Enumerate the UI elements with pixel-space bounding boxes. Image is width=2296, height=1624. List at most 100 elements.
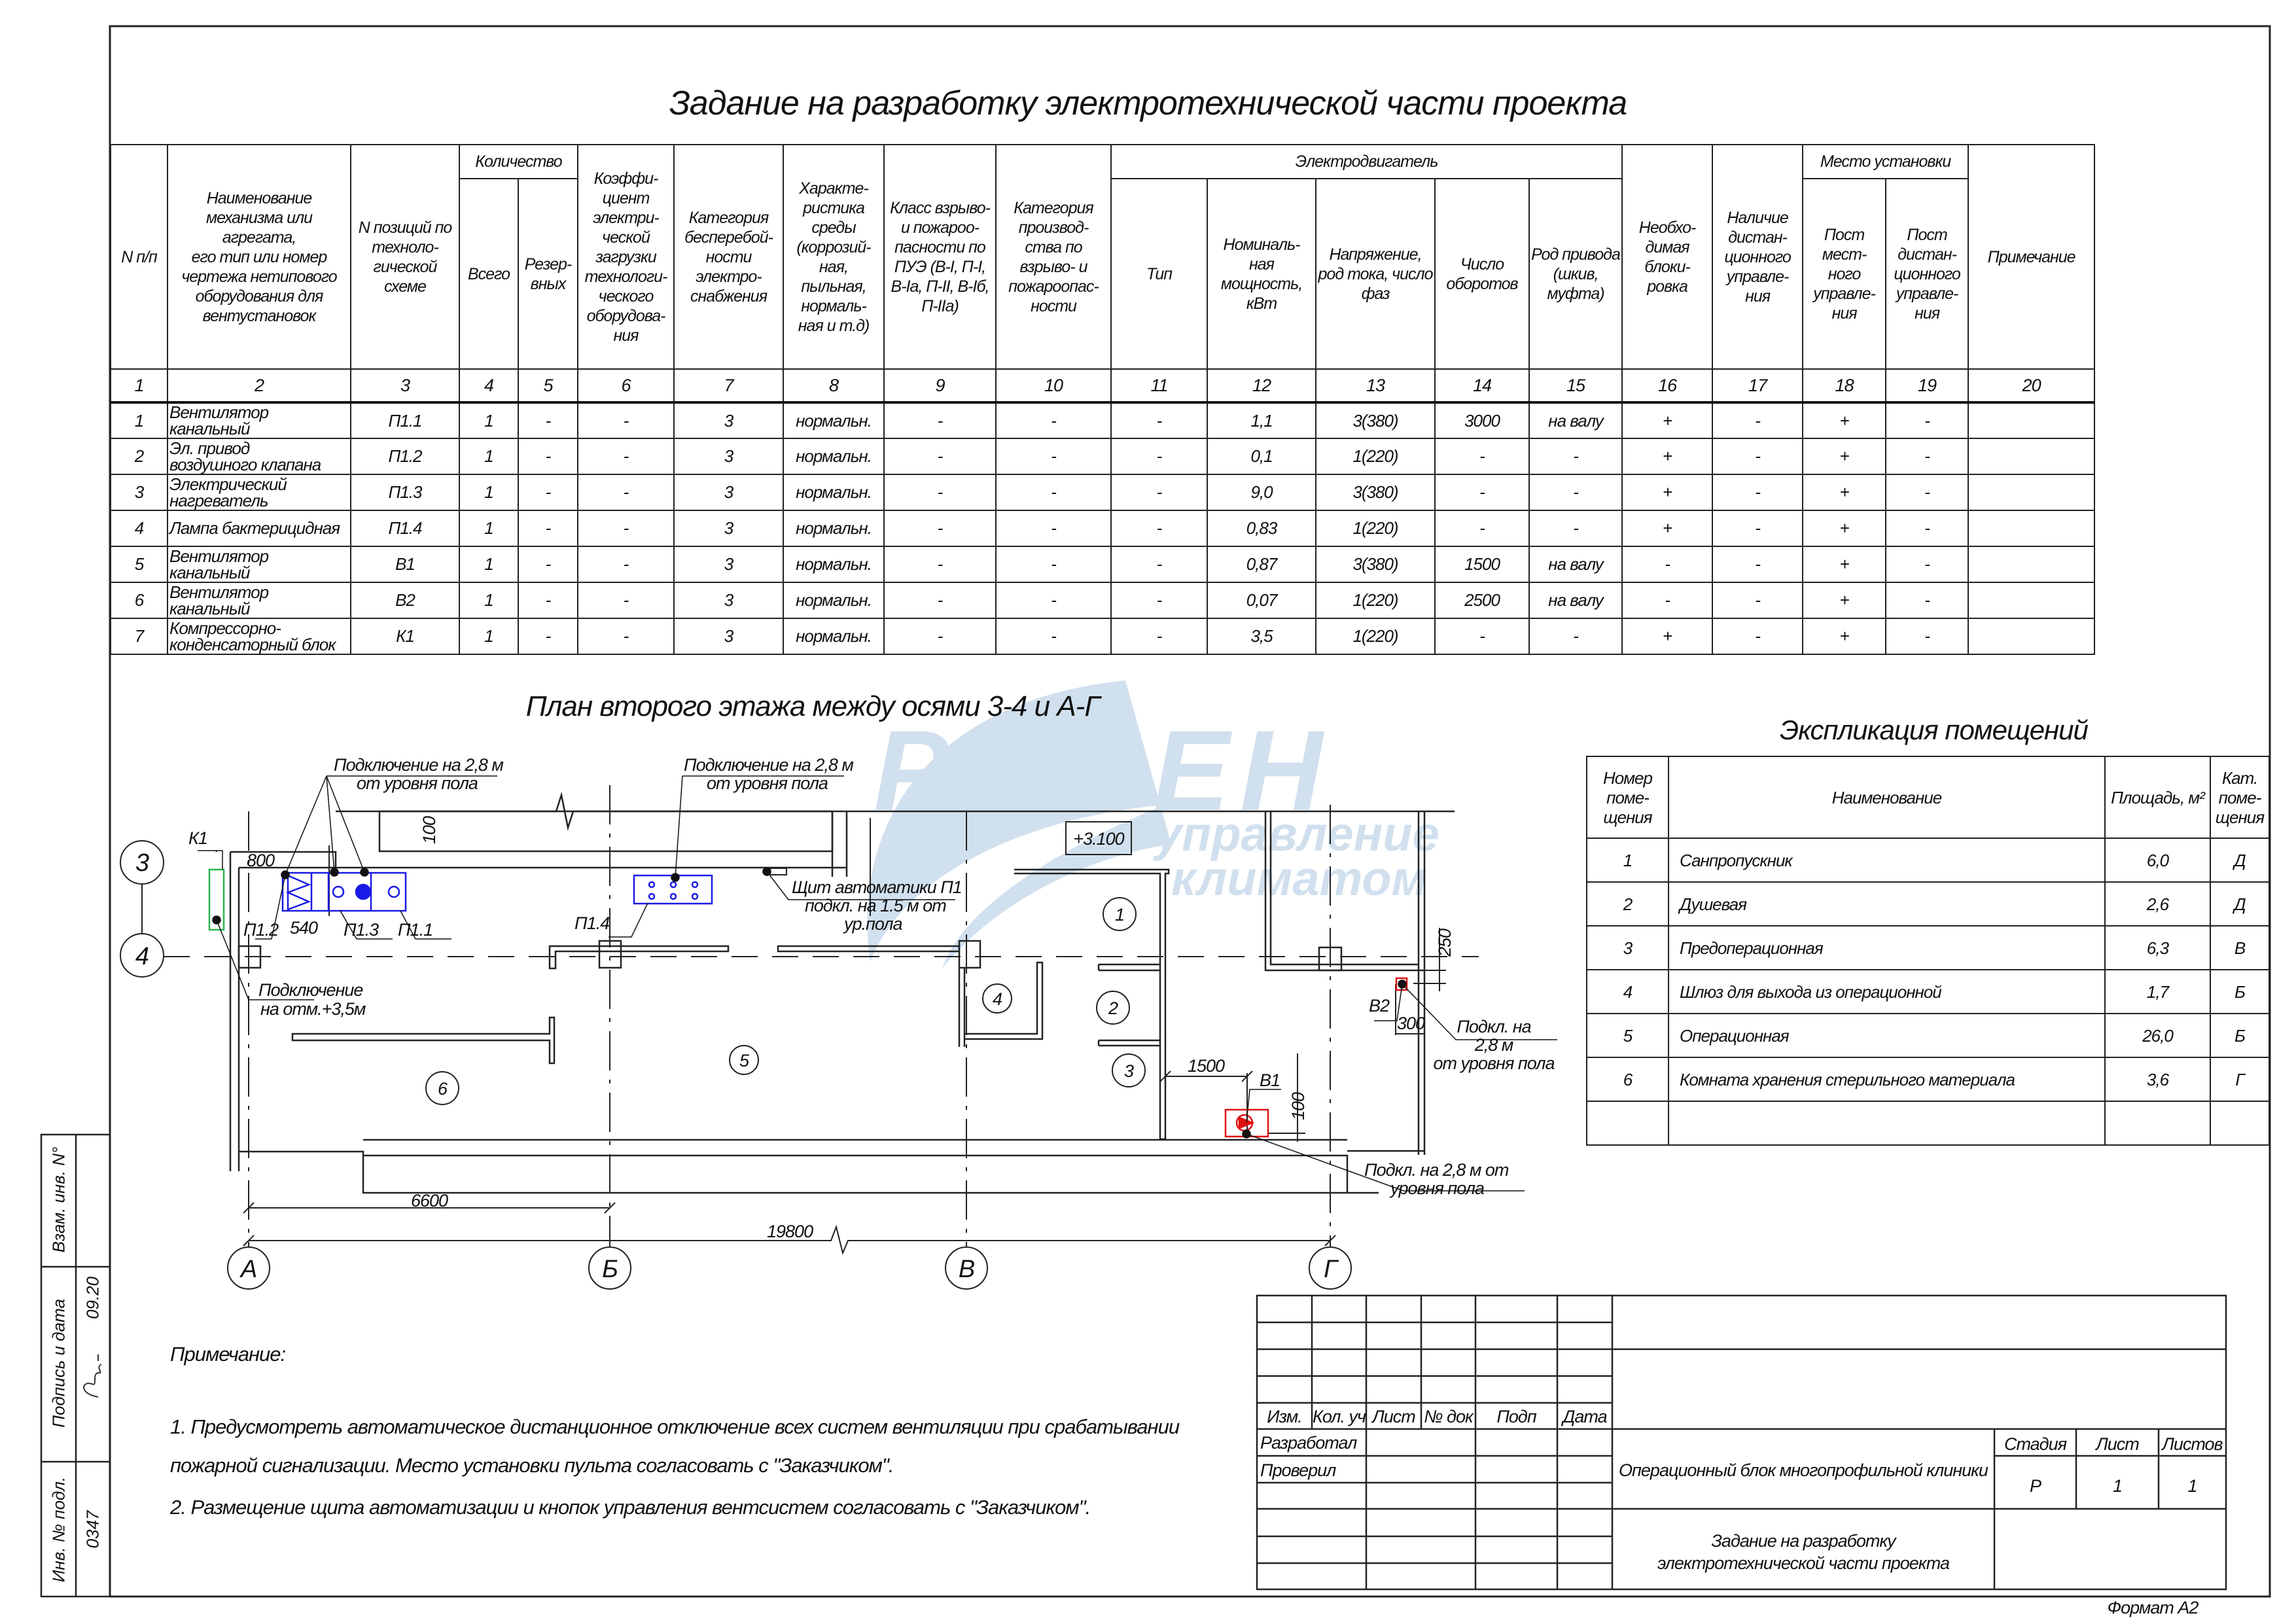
explication-row: 6 Комната хранения стерильного материала 3… [1586,1057,2270,1102]
cell-col-6: - [577,438,675,475]
cell-col-19: - [1885,510,1969,547]
b2-label: В2 [1369,996,1390,1015]
watermark-brand: РОВЕН [874,707,1333,835]
cell-col-18: + [1802,474,1887,511]
explication-cell-1: 2 [1586,881,1669,927]
cell-col-1: 1 [110,402,168,439]
col-header-20: Примечание [1968,144,2096,370]
cell-col-17: - [1712,510,1804,547]
tb-checked: Проверил [1260,1460,1336,1480]
explication-header-4: Кат. поме- щения [2210,756,2270,839]
explication-row: 1 Санпропускник 6,0 Д [1586,838,2270,883]
cell-col-5: - [517,474,579,511]
cell-col-5: - [517,402,579,439]
tb-sheet: 1 [2112,1476,2123,1496]
cell-col-1: 6 [110,582,168,619]
explication-cell-1: 4 [1586,969,1669,1014]
cell-col-5: - [517,546,579,583]
explication-cell-2 [1668,1101,2106,1146]
dim-6600: 6600 [411,1191,448,1210]
explication-cell-4: Г [2210,1057,2270,1102]
cell-col-11: - [1110,438,1209,475]
cell-col-7: 3 [673,510,785,547]
cell-col-14: - [1434,618,1530,655]
electrical-requirements-table: N п/п Наименование механизма или агрегат… [110,144,2096,655]
cell-col-15: на валу [1528,546,1623,583]
col-header-10: Категория производ- ства по взрыво- и по… [995,144,1112,370]
cell-col-7: 3 [673,618,785,655]
cell-col-18: + [1802,402,1887,439]
conn2-line2: от уровня пола [707,773,828,793]
table-row: 4 Лампа бактерицидная П1.4 1- -3 нормальн. - - -… [110,510,2096,547]
cell-col-19: - [1885,618,1969,655]
cell-col-13: 1(220) [1315,582,1436,619]
watermark-swoosh [867,680,1171,968]
cell-col-16: - [1621,582,1714,619]
main-table-body: 1 Вентилятор канальный П1.1 1- -3 нормальн. - -… [110,402,2096,655]
axis-4-label: 4 [135,943,149,970]
cell-col-1: 7 [110,618,168,655]
axis-b-label: Б [602,1256,618,1283]
column-number-3: 3 [350,368,460,404]
explication-cell-3: 3,6 [2104,1057,2211,1102]
explication-cell-4: Б [2210,1013,2270,1058]
cell-col-12: 1,1 [1207,402,1317,439]
condenser-unit-k1[interactable] [208,868,225,931]
cell-col-12: 0,1 [1207,438,1317,475]
k1-conn-line2: на отм.+3,5м [260,999,366,1019]
table-row: 7 Компрессорно- конденсаторный блок К1 1- -3… [110,618,2096,655]
cell-col-2: Вентилятор канальный [167,546,351,583]
col-header-2: Наименование механизма или агрегата, его… [167,144,351,370]
cell-col-19: - [1885,438,1969,475]
cell-col-9: - [883,618,997,655]
room-4-number: 4 [993,989,1002,1009]
note-line-2: пожарной сигнализации. Место установки п… [170,1454,894,1477]
col-header-11: Тип [1110,178,1209,370]
cell-col-11: - [1110,618,1209,655]
explication-cell-3 [2104,1101,2211,1146]
cell-col-20 [1968,546,2096,583]
panel-line2: подкл. на 1.5 м от [805,896,946,915]
tb-col-izm: Изм. [1267,1407,1303,1426]
panel-line3: ур.пола [843,914,903,934]
supply-unit-p1[interactable] [281,872,407,912]
cell-col-16: + [1621,402,1714,439]
cell-col-8: нормальн. [783,402,885,439]
cell-col-3: П1.2 [350,438,460,475]
cell-col-18: + [1802,546,1887,583]
k1-label: К1 [188,828,207,848]
column-number-11: 11 [1110,368,1209,404]
cell-col-11: - [1110,582,1209,619]
cell-col-8: нормальн. [783,618,885,655]
cell-col-4: 1 [459,546,519,583]
column-number-14: 14 [1434,368,1530,404]
axis-v-label: В [959,1256,975,1283]
axis-a-bubble [227,1246,270,1290]
axis-g-label: Г [1324,1256,1339,1283]
col-header-4: Всего [459,178,519,370]
cell-col-8: нормальн. [783,510,885,547]
column-number-2: 2 [167,368,351,404]
cell-col-3: В1 [350,546,460,583]
col-header-14: Число оборотов [1434,178,1530,370]
col-header-5: Резер- вных [517,178,579,370]
tb-project: Операционный блок многопрофильной клиник… [1619,1460,1988,1480]
cell-col-11: - [1110,474,1209,511]
explication-header-2: Наименование [1668,756,2106,839]
column-number-4: 4 [459,368,519,404]
explication-cell-1 [1586,1101,1669,1146]
b2-conn-line1: Подкл. на [1457,1017,1531,1036]
watermark-line1: управление [1152,807,1439,861]
axis-b-bubble [588,1246,631,1290]
cell-col-18: + [1802,582,1887,619]
col-header-7: Категория бесперебой- ности электро- сна… [673,144,785,370]
elevation-box [1065,821,1132,855]
automation-panel-p1[interactable] [769,868,787,875]
cell-col-17: - [1712,618,1804,655]
cell-col-10: - [995,618,1112,655]
roven-watermark: РОВЕН управление климатом [867,680,1439,968]
cell-col-13: 3(380) [1315,546,1436,583]
explication-cell-2: Санпропускник [1668,838,2106,883]
cell-col-7: 3 [673,402,785,439]
